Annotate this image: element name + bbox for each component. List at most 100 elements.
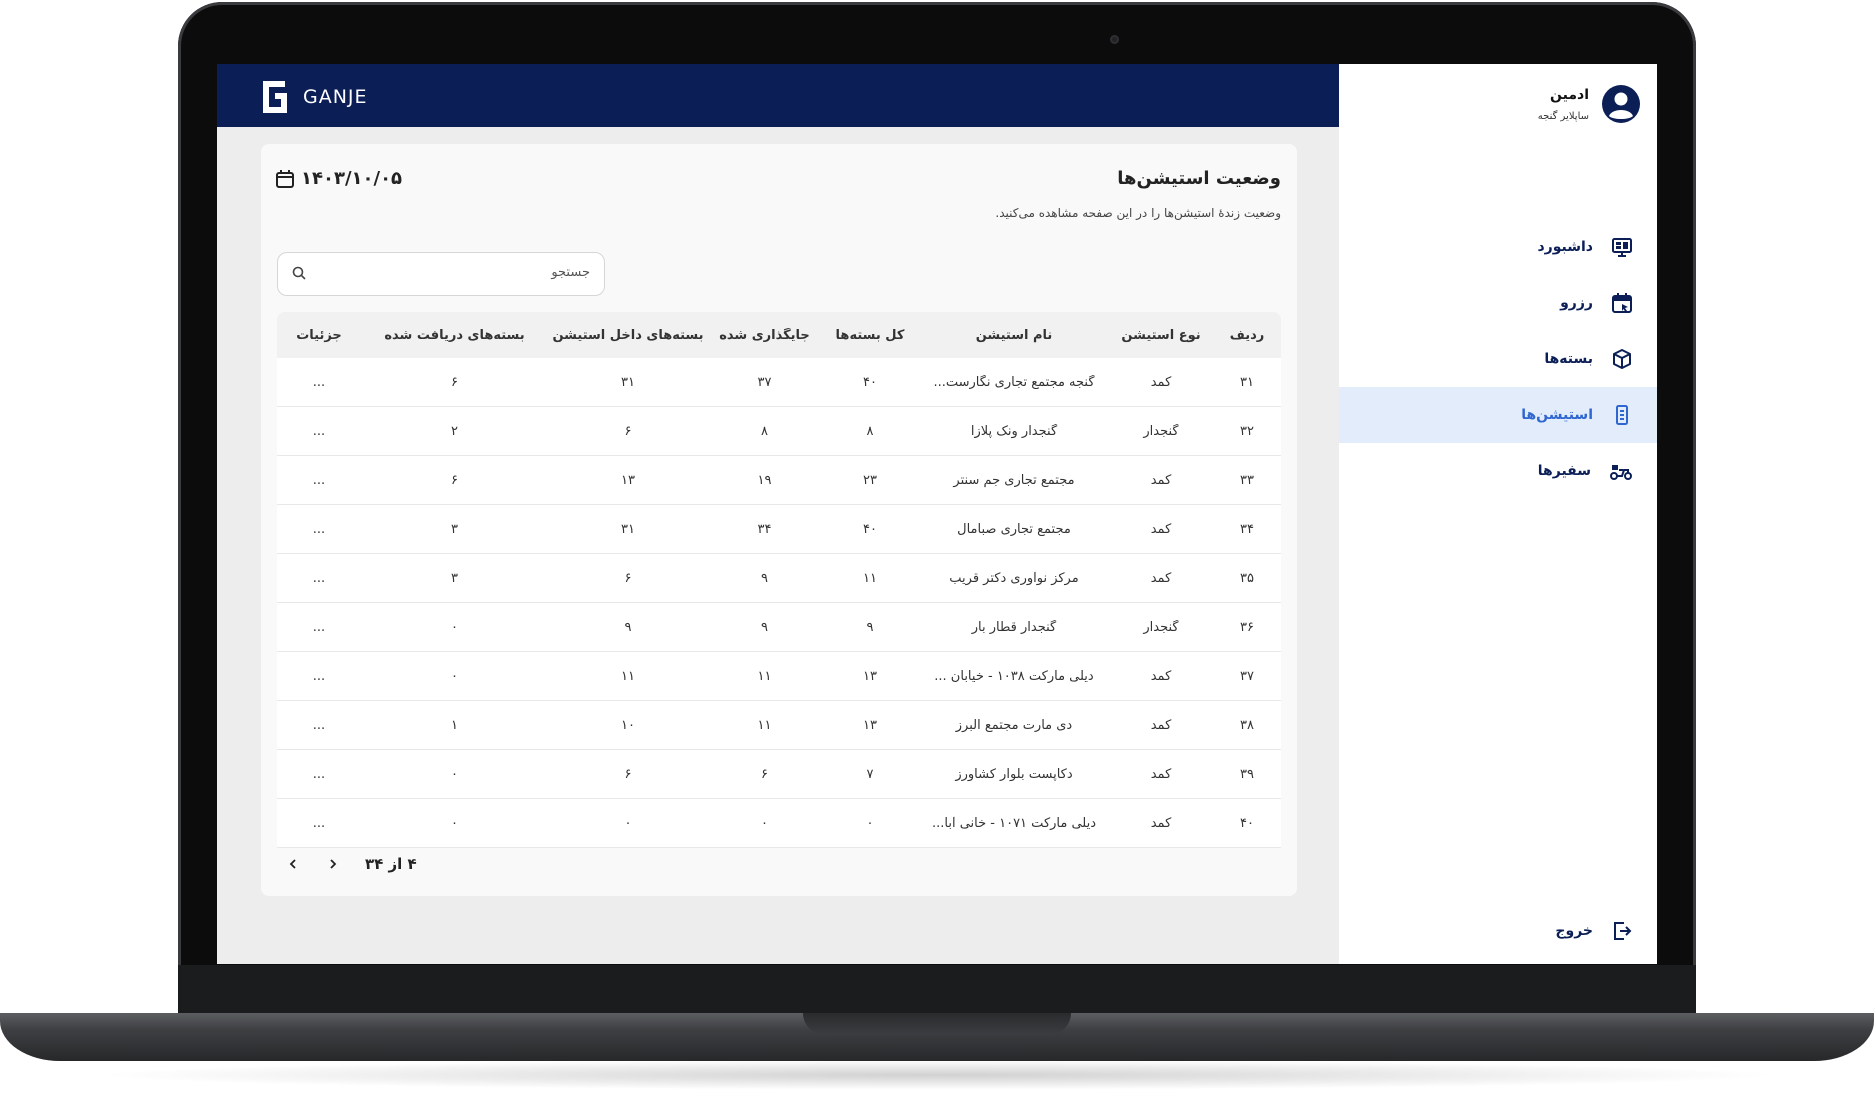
laptop-bezel-bottom: [178, 965, 1696, 1015]
cell-total: ۱۳: [863, 717, 877, 733]
table-row[interactable]: ۳۳ کمد مجتمع تجاری جم سنتر ۲۳ ۱۹ ۱۳ ۶...: [277, 456, 1281, 505]
col-header-type[interactable]: نوع استیشن: [1121, 327, 1201, 343]
sidebar-item-label: داشبورد: [1537, 239, 1594, 255]
cell-row: ۳۲: [1240, 423, 1254, 439]
next-page-button[interactable]: [319, 850, 347, 878]
laptop-shadow: [90, 1060, 1784, 1090]
cell-name: مرکز نوآوری دکتر قریب: [949, 570, 1079, 586]
cell-received: ۱: [451, 717, 458, 733]
details-button[interactable]: ...: [312, 374, 326, 390]
sidebar: ادمین ساپلایر گنجه داشبورد: [1339, 64, 1657, 964]
cell-type: کمد: [1150, 570, 1172, 586]
col-header-placed[interactable]: جایگذاری شده: [719, 327, 810, 343]
logout-label: خروج: [1555, 923, 1593, 939]
cell-inside: ۶: [624, 570, 632, 586]
table-row[interactable]: ۳۱ کمد گنجه مجتمع تجاری نگارست... ۴۰ ۳۷ ۳۱ ۶..…: [277, 358, 1281, 407]
table-row[interactable]: ۳۸ کمد دی مارت مجتمع البرز ۱۳ ۱۱ ۱۰ ۱...: [277, 701, 1281, 750]
pagination: ۴ از ۳۴: [279, 850, 417, 878]
table-row[interactable]: ۳۲ گنجدار گنجدار ونک پلازا ۸ ۸ ۶ ۲...: [277, 407, 1281, 456]
cell-type: کمد: [1150, 521, 1172, 537]
details-button[interactable]: ...: [312, 521, 326, 537]
table-row[interactable]: ۳۵ کمد مرکز نوآوری دکتر قریب ۱۱ ۹ ۶ ۳...: [277, 554, 1281, 603]
details-button[interactable]: ...: [312, 423, 326, 439]
cell-name: دی مارت مجتمع البرز: [955, 717, 1073, 733]
cell-placed: ۱۱: [757, 717, 772, 733]
table-row[interactable]: ۳۴ کمد مجتمع تجاری صبامال ۴۰ ۳۴ ۳۱ ۳...: [277, 505, 1281, 554]
cell-placed: ۶: [761, 766, 768, 782]
user-role: ساپلایر گنجه: [1537, 110, 1589, 122]
cell-total: ۴۰: [863, 521, 877, 537]
cell-total: ۱۳: [863, 668, 877, 684]
sidebar-item-packages[interactable]: بسته‌ها: [1339, 331, 1657, 387]
cell-name: گنجدار ونک پلازا: [970, 423, 1058, 439]
cell-type: کمد: [1150, 815, 1172, 831]
cell-type: گنجدار: [1143, 619, 1179, 635]
col-header-total[interactable]: کل بسته‌ها: [835, 327, 905, 343]
col-header-received[interactable]: بسته‌های دریافت شده: [384, 327, 525, 343]
cell-row: ۳۱: [1240, 374, 1254, 390]
table-row[interactable]: ۳۷ کمد دیلی مارکت ۱۰۳۸ - خیابان ... ۱۳ ۱۱ ۱۱ ۰…: [277, 652, 1281, 701]
date-display: ۱۴۰۳/۱۰/۰۵: [275, 168, 402, 189]
cell-inside: ۳۱: [621, 521, 635, 537]
sidebar-item-reservation[interactable]: رزرو: [1339, 275, 1657, 331]
cell-inside: ۱۰: [621, 717, 635, 733]
cell-type: گنجدار: [1143, 423, 1179, 439]
col-header-row[interactable]: ردیف: [1229, 327, 1265, 343]
details-button[interactable]: ...: [312, 815, 326, 831]
details-button[interactable]: ...: [312, 717, 326, 733]
sidebar-item-couriers[interactable]: سفیرها: [1339, 443, 1657, 499]
cell-inside: ۱۱: [621, 668, 635, 684]
sidebar-item-dashboard[interactable]: داشبورد: [1339, 219, 1657, 275]
table-header: ردیف نوع استیشن نام استیشن کل بسته‌ها جا…: [277, 312, 1281, 358]
page-title: وضعیت استیشن‌ها: [1117, 168, 1281, 189]
details-button[interactable]: ...: [312, 472, 326, 488]
sidebar-item-stations[interactable]: استیشن‌ها: [1339, 387, 1657, 443]
user-profile[interactable]: ادمین ساپلایر گنجه: [1538, 84, 1641, 124]
sidebar-item-label: بسته‌ها: [1544, 351, 1593, 367]
cell-row: ۳۷: [1240, 668, 1254, 684]
chevron-right-icon: [330, 859, 337, 869]
col-header-name[interactable]: نام استیشن: [975, 327, 1053, 343]
cell-name: دیلی مارکت ۱۰۳۸ - خیابان ...: [934, 668, 1094, 684]
col-header-inside[interactable]: بسته‌های داخل استیشن: [552, 327, 704, 343]
chevron-left-icon: [289, 859, 296, 869]
brand-logo[interactable]: GANJE: [255, 77, 368, 117]
cell-placed: ۱۱: [757, 668, 772, 684]
cell-total: ۴۰: [863, 374, 877, 390]
cell-inside: ۶: [624, 766, 632, 782]
cell-received: ۰: [451, 815, 458, 831]
table-row[interactable]: ۳۶ گنجدار گنجدار قطار بار ۹ ۹ ۹ ۰...: [277, 603, 1281, 652]
cell-row: ۳۳: [1240, 472, 1254, 488]
sidebar-nav: داشبورد رزرو بسته‌ها: [1339, 219, 1657, 499]
table-row[interactable]: ۴۰ کمد دیلی مارکت ۱۰۷۱ - خانی آبا... ۰ ۰ ۰ ۰..…: [277, 799, 1281, 848]
details-button[interactable]: ...: [312, 766, 326, 782]
cell-placed: ۳۴: [757, 521, 772, 537]
cell-received: ۳: [451, 570, 458, 586]
cell-row: ۴۰: [1240, 815, 1254, 831]
table-row[interactable]: ۳۹ کمد دکاپست بلوار کشاورز ۷ ۶ ۶ ۰...: [277, 750, 1281, 799]
cell-type: کمد: [1150, 766, 1172, 782]
current-date: ۱۴۰۳/۱۰/۰۵: [301, 168, 403, 189]
cell-received: ۰: [451, 668, 458, 684]
col-header-details: جزئیات: [296, 327, 342, 343]
cell-total: ۲۳: [863, 472, 877, 488]
station-icon: [1616, 405, 1628, 425]
logo-mark-icon: [263, 81, 287, 113]
search-placeholder: جستجو: [551, 265, 590, 280]
details-button[interactable]: ...: [312, 668, 326, 684]
page-indicator: ۴ از ۳۴: [365, 855, 417, 873]
search-input[interactable]: جستجو: [277, 252, 605, 296]
cell-received: ۳: [451, 521, 458, 537]
details-button[interactable]: ...: [312, 570, 326, 586]
cell-received: ۶: [451, 472, 458, 488]
cell-inside: ۶: [624, 423, 632, 439]
details-button[interactable]: ...: [312, 619, 326, 635]
cell-type: کمد: [1150, 717, 1172, 733]
cell-placed: ۳۷: [757, 374, 772, 390]
cell-type: کمد: [1150, 374, 1172, 390]
cell-type: کمد: [1150, 472, 1172, 488]
logout-icon: [1614, 922, 1632, 940]
logout-button[interactable]: خروج: [1555, 920, 1633, 942]
prev-page-button[interactable]: [279, 850, 307, 878]
cell-name: مجتمع تجاری جم سنتر: [953, 472, 1075, 488]
